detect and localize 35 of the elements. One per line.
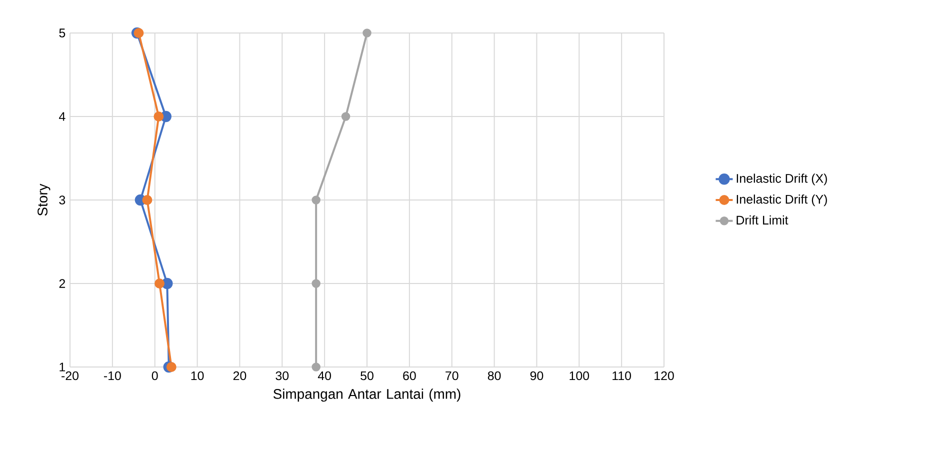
x-tick-label: 20 [233, 371, 246, 380]
x-tick-label: 60 [403, 371, 416, 380]
legend-label: Inelastic Drift (Y) [736, 194, 827, 206]
x-tick-label: 70 [446, 371, 458, 380]
x-tick-label: 50 [360, 371, 374, 380]
y-tick-label: 4 [59, 112, 66, 121]
point [166, 362, 176, 372]
point [341, 112, 350, 121]
x-tick-label: 10 [191, 371, 204, 380]
y-tick-label: 1 [60, 362, 66, 372]
x-tick-label: 0 [152, 371, 158, 380]
point [154, 278, 165, 288]
x-tick-label: 80 [488, 371, 501, 380]
legend-label: Drift Limit [736, 215, 788, 225]
point [312, 279, 320, 288]
point [154, 112, 164, 122]
x-tick-label: -10 [104, 371, 121, 380]
x-tick-label: 90 [530, 371, 544, 380]
x-tick-label: 120 [654, 371, 674, 380]
y-tick-label: 5 [59, 28, 66, 38]
point [312, 196, 320, 204]
x-axis-title: Simpangan Antar Lantai (mm) [273, 388, 460, 402]
y-tick-label: 2 [59, 279, 66, 288]
point [362, 28, 372, 38]
point [134, 28, 144, 38]
y-axis-title: Story [38, 184, 50, 216]
y-tick-label: 3 [59, 196, 66, 204]
point [142, 195, 152, 205]
point [312, 362, 320, 372]
x-tick-label: 30 [276, 371, 289, 380]
x-tick-label: -20 [62, 371, 79, 380]
x-tick-label: 110 [612, 371, 632, 380]
x-tick-label: 40 [318, 371, 332, 380]
x-tick-label: 100 [570, 371, 590, 380]
legend-label: Inelastic Drift (X) [736, 174, 827, 186]
